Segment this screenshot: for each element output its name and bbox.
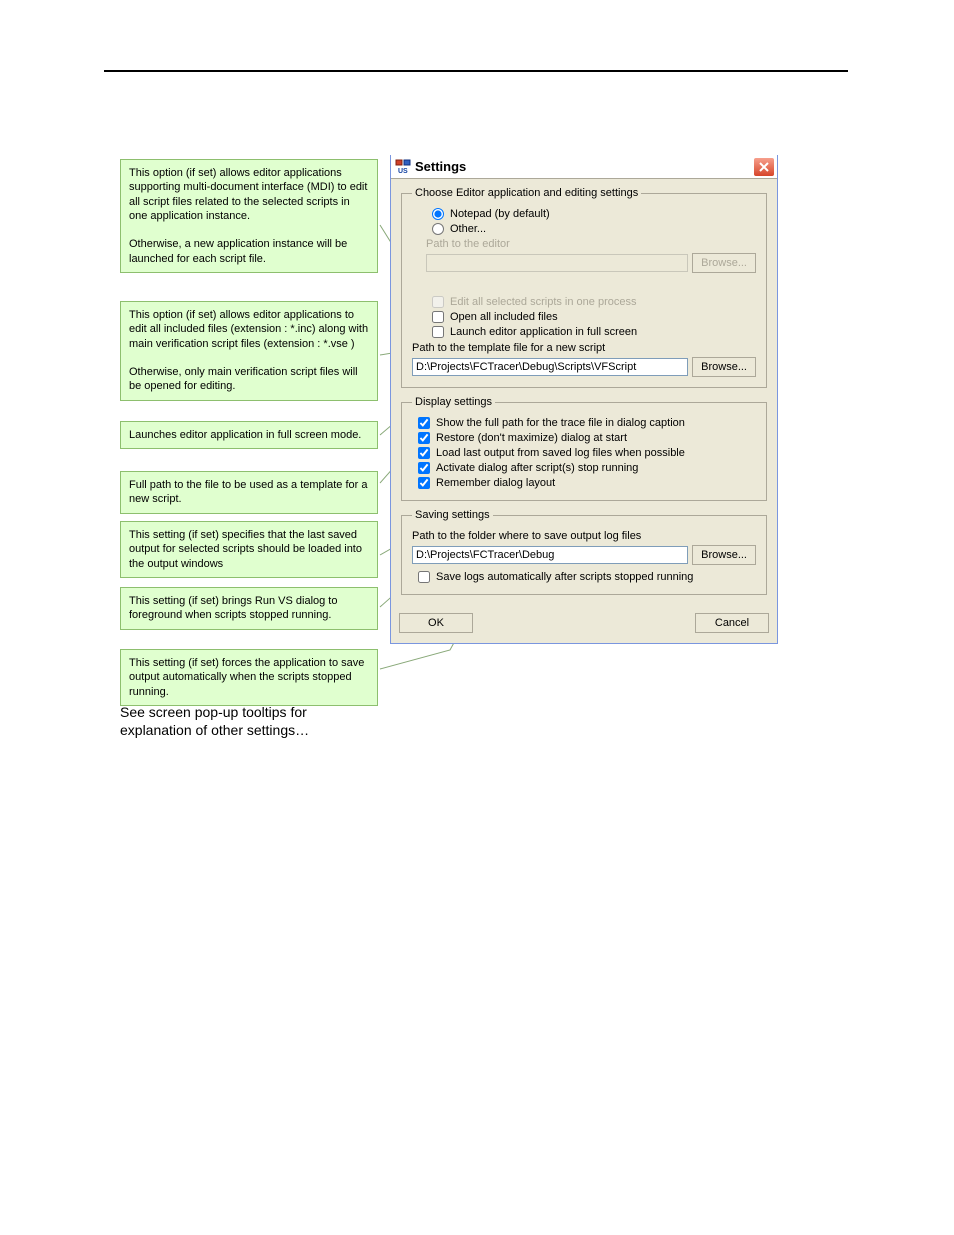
template-browse-button[interactable]: Browse... bbox=[692, 357, 756, 377]
chk-loadlast-label: Load last output from saved log files wh… bbox=[436, 447, 685, 459]
radio-other-label: Other... bbox=[450, 223, 486, 235]
ok-button[interactable]: OK bbox=[399, 613, 473, 633]
horizontal-rule bbox=[104, 70, 848, 72]
callout-c1: This option (if set) allows editor appli… bbox=[120, 159, 378, 273]
callout-c4: Full path to the file to be used as a te… bbox=[120, 471, 378, 514]
editor-group: Choose Editor application and editing se… bbox=[401, 187, 767, 388]
editor-path-label: Path to the editor bbox=[426, 238, 756, 250]
chk-autosave[interactable] bbox=[418, 571, 430, 583]
chk-loadlast[interactable] bbox=[418, 447, 430, 459]
display-legend: Display settings bbox=[412, 396, 495, 408]
chk-restore[interactable] bbox=[418, 432, 430, 444]
chk-remember[interactable] bbox=[418, 477, 430, 489]
saving-group: Saving settings Path to the folder where… bbox=[401, 509, 767, 595]
chk-activate-label: Activate dialog after script(s) stop run… bbox=[436, 462, 638, 474]
chk-included-label: Open all included files bbox=[450, 311, 558, 323]
chk-fullpath-label: Show the full path for the trace file in… bbox=[436, 417, 685, 429]
editor-legend: Choose Editor application and editing se… bbox=[412, 187, 641, 199]
settings-dialog: US Settings Choose Editor application an… bbox=[390, 155, 778, 644]
callout-c6: This setting (if set) brings Run VS dial… bbox=[120, 587, 378, 630]
template-path-input[interactable] bbox=[412, 358, 688, 376]
display-group: Display settings Show the full path for … bbox=[401, 396, 767, 501]
chk-activate[interactable] bbox=[418, 462, 430, 474]
save-path-label: Path to the folder where to save output … bbox=[412, 530, 756, 542]
chk-fullpath[interactable] bbox=[418, 417, 430, 429]
radio-notepad[interactable] bbox=[432, 208, 444, 220]
save-path-input[interactable] bbox=[412, 546, 688, 564]
figure-canvas: This option (if set) allows editor appli… bbox=[120, 155, 780, 715]
chk-autosave-label: Save logs automatically after scripts st… bbox=[436, 571, 693, 583]
page: This option (if set) allows editor appli… bbox=[0, 0, 954, 1235]
dialog-title: Settings bbox=[415, 159, 753, 174]
callout-c3: Launches editor application in full scre… bbox=[120, 421, 378, 449]
radio-other[interactable] bbox=[432, 223, 444, 235]
dialog-body: Choose Editor application and editing se… bbox=[391, 179, 777, 613]
saving-legend: Saving settings bbox=[412, 509, 493, 521]
chk-fullscreen-label: Launch editor application in full screen bbox=[450, 326, 637, 338]
app-icon: US bbox=[395, 159, 411, 175]
chk-restore-label: Restore (don't maximize) dialog at start bbox=[436, 432, 627, 444]
callout-c5: This setting (if set) specifies that the… bbox=[120, 521, 378, 578]
chk-one-process-label: Edit all selected scripts in one process bbox=[450, 296, 636, 308]
cancel-button[interactable]: Cancel bbox=[695, 613, 769, 633]
editor-browse-button[interactable]: Browse... bbox=[692, 253, 756, 273]
chk-included[interactable] bbox=[432, 311, 444, 323]
chk-fullscreen[interactable] bbox=[432, 326, 444, 338]
editor-path-input[interactable] bbox=[426, 254, 688, 272]
chk-one-process[interactable] bbox=[432, 296, 444, 308]
save-browse-button[interactable]: Browse... bbox=[692, 545, 756, 565]
radio-notepad-label: Notepad (by default) bbox=[450, 208, 550, 220]
close-button[interactable] bbox=[753, 157, 775, 177]
svg-text:US: US bbox=[398, 168, 408, 175]
callout-c7: This setting (if set) forces the applica… bbox=[120, 649, 378, 706]
callout-c2: This option (if set) allows editor appli… bbox=[120, 301, 378, 401]
titlebar: US Settings bbox=[391, 155, 777, 179]
template-path-label: Path to the template file for a new scri… bbox=[412, 342, 756, 354]
footer-note: See screen pop-up tooltips forexplanatio… bbox=[120, 703, 309, 739]
chk-remember-label: Remember dialog layout bbox=[436, 477, 555, 489]
